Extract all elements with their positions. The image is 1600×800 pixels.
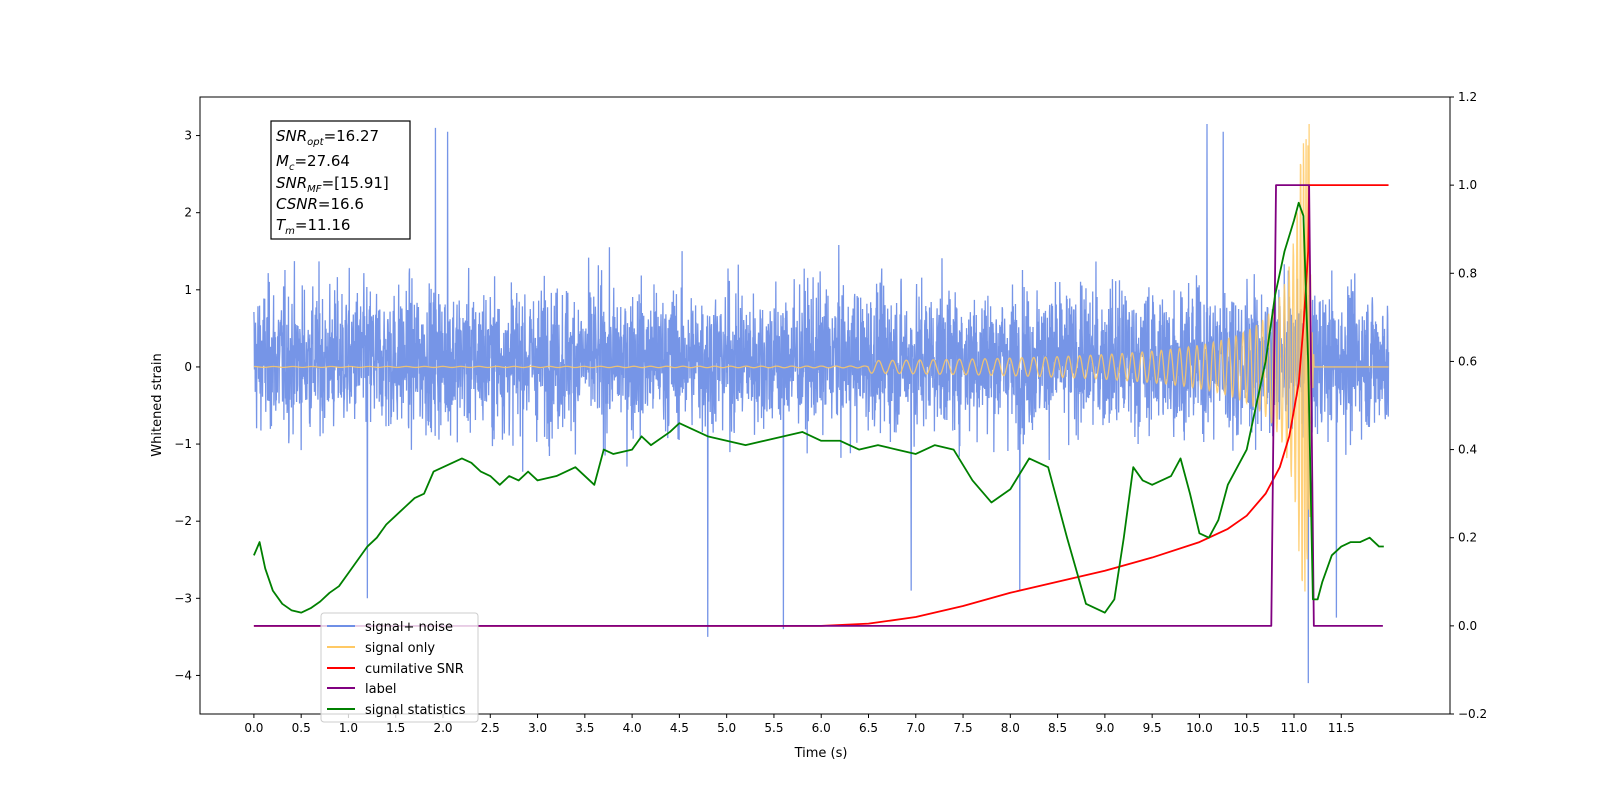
annotation-snr-mf: SNRMF=[15.91] (276, 174, 389, 195)
y2-tick-label: 0.8 (1458, 266, 1477, 280)
x-tick-label: 7.0 (906, 721, 925, 735)
legend-label: label (365, 682, 396, 697)
x-tick-label: 8.0 (1001, 721, 1020, 735)
x-tick-label: 7.5 (954, 721, 973, 735)
annotation-mc: Mc=27.64 (276, 152, 350, 173)
x-tick-label: 3.0 (528, 721, 547, 735)
series-signal-noise (253, 123, 1390, 684)
x-tick-label: 11.5 (1328, 721, 1355, 735)
right-axis-series (253, 184, 1389, 627)
annotation-tm: Tm=11.16 (276, 216, 350, 237)
legend-label: signal statistics (365, 703, 466, 718)
legend-label: cumilative SNR (365, 662, 464, 677)
y-axis-label: Whitened strain (150, 353, 165, 456)
y-tick-label: 0 (184, 360, 192, 374)
legend-item-signal-only: signal only (327, 641, 435, 656)
x-tick-label: 5.0 (717, 721, 736, 735)
x-tick-label: 2.5 (481, 721, 500, 735)
x-axis: 0.0 0.5 1.0 1.5 2.0 2.5 3.0 3.5 4.0 4.5 5.0 5.5 6.0 6… (244, 714, 1355, 735)
x-tick-label: 6.0 (812, 721, 831, 735)
cumulative-snr-line (253, 184, 1389, 627)
x-tick-label: 6.5 (859, 721, 878, 735)
x-tick-label: 5.5 (764, 721, 783, 735)
y2-tick-label: 1.0 (1458, 178, 1477, 192)
x-tick-label: 9.5 (1143, 721, 1162, 735)
y-axis-left: 3 2 1 0 −1 −2 −3 −4 (174, 129, 200, 682)
x-tick-label: 3.5 (575, 721, 594, 735)
legend-item-label: label (327, 682, 396, 697)
y2-tick-label: 0.2 (1458, 531, 1477, 545)
legend-item-cumulative-snr: cumilative SNR (327, 662, 464, 677)
x-axis-label: Time (s) (794, 746, 848, 761)
x-tick-label: 11.0 (1281, 721, 1308, 735)
legend-label: signal only (365, 641, 435, 656)
x-tick-label: 0.0 (244, 721, 263, 735)
legend-label: signal+ noise (365, 620, 453, 635)
x-tick-label: 8.5 (1048, 721, 1067, 735)
legend-item-signal-statistics: signal statistics (327, 703, 466, 718)
signal-noise-line (253, 123, 1390, 684)
y-tick-label: −3 (174, 591, 192, 605)
y-tick-label: −2 (174, 514, 192, 528)
annotation-csnr: CSNR=16.6 (276, 195, 364, 213)
legend-item-signal-noise: signal+ noise (327, 620, 453, 635)
y-tick-label: 3 (184, 129, 192, 143)
y-tick-label: 1 (184, 283, 192, 297)
plot-frame (199, 96, 1451, 715)
x-tick-label: 10.0 (1186, 721, 1213, 735)
y-tick-label: −1 (174, 437, 192, 451)
legend-frame (320, 612, 479, 723)
x-tick-label: 1.0 (339, 721, 358, 735)
y-tick-label: 2 (184, 206, 192, 220)
x-tick-label: 2.0 (433, 721, 452, 735)
y2-tick-label: 1.2 (1458, 90, 1477, 104)
x-tick-label: 1.5 (386, 721, 405, 735)
x-tick-label: 0.5 (292, 721, 311, 735)
y2-tick-label: −0.2 (1458, 707, 1487, 721)
legend: signal+ noise signal only cumilative SNR… (320, 612, 479, 723)
x-tick-label: 4.0 (623, 721, 642, 735)
annotation-box: SNRopt=16.27 Mc=27.64 SNRMF=[15.91] CSNR… (270, 120, 411, 240)
plot-area (253, 123, 1390, 684)
label-line (253, 184, 1383, 627)
x-tick-label: 10.5 (1233, 721, 1260, 735)
y2-tick-label: 0.0 (1458, 619, 1477, 633)
y2-tick-label: 0.4 (1458, 443, 1477, 457)
y-axis-right: 1.2 1.0 0.8 0.6 0.4 0.2 0.0 −0.2 (1450, 90, 1487, 721)
y-tick-label: −4 (174, 668, 192, 682)
signal-statistics-line (253, 201, 1384, 614)
annotation-snr-opt: SNRopt=16.27 (276, 127, 379, 148)
x-tick-label: 9.0 (1095, 721, 1114, 735)
y2-tick-label: 0.6 (1458, 354, 1477, 368)
x-tick-label: 4.5 (670, 721, 689, 735)
